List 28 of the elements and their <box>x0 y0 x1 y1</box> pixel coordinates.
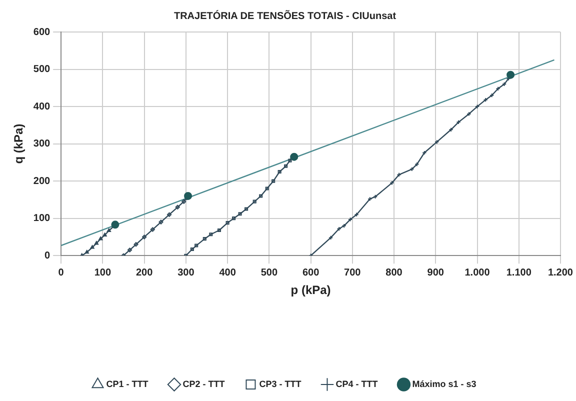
x-tick-label: 300 <box>178 267 195 278</box>
x-tick-label: 0 <box>58 267 64 278</box>
y-tick-label: 600 <box>33 26 51 38</box>
y-tick-label: 400 <box>33 101 51 112</box>
legend-label: CP2 - TTT <box>182 378 226 389</box>
x-tick-label: 100 <box>94 267 112 278</box>
x-tick-label: 1.000 <box>464 267 490 278</box>
legend-label: CP4 - TTT <box>336 378 378 389</box>
y-tick-label: 100 <box>33 213 51 224</box>
legend-label: CP1 - TTT <box>106 378 149 389</box>
y-tick-label: 200 <box>33 176 51 187</box>
y-axis-title: q (kPa) <box>12 124 26 164</box>
x-tick-label: 400 <box>219 267 236 278</box>
x-tick-label: 800 <box>386 267 403 278</box>
x-tick-label: 900 <box>427 267 444 278</box>
legend-label: CP3 - TTT <box>259 378 302 389</box>
x-tick-label: 1.100 <box>506 267 532 278</box>
chart-title: TRAJETÓRIA DE TENSÕES TOTAIS - CIUunsat <box>174 10 397 22</box>
x-tick-label: 1.200 <box>548 267 574 278</box>
x-tick-label: 700 <box>344 267 362 278</box>
y-tick-label: 300 <box>33 138 51 150</box>
legend-label: Máximo s1 - s3 <box>412 378 476 389</box>
x-axis-title: p (kPa) <box>290 283 331 298</box>
y-tick-label: 0 <box>44 250 51 262</box>
y-tick-label: 500 <box>33 64 51 76</box>
x-tick-label: 500 <box>260 267 278 278</box>
x-tick-label: 600 <box>302 267 320 278</box>
x-tick-label: 200 <box>136 267 154 278</box>
